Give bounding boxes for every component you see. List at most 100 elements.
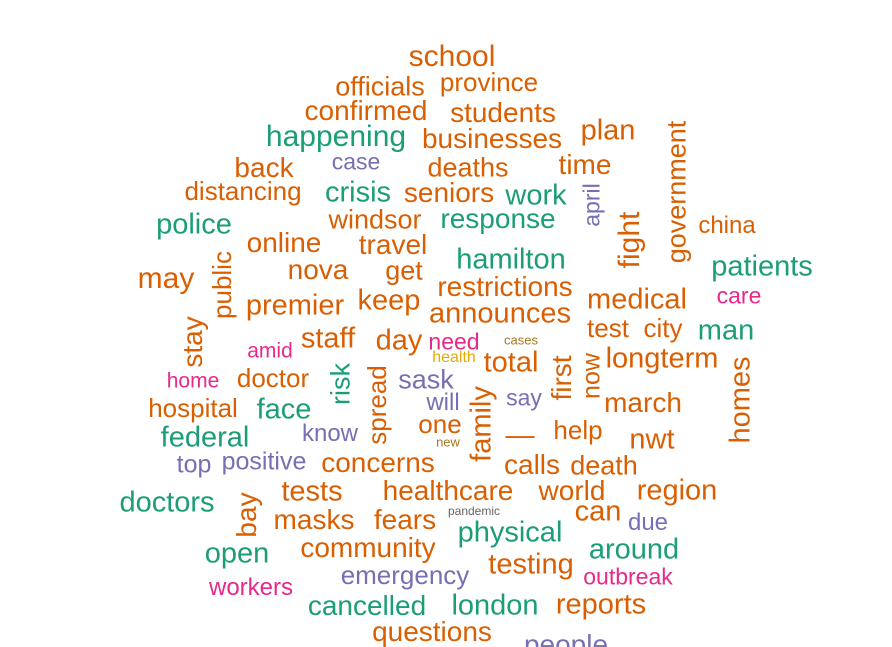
cloud-word: now xyxy=(577,353,606,399)
cloud-word: outbreak xyxy=(583,563,673,590)
cloud-word: say xyxy=(506,384,542,411)
cloud-word: businesses xyxy=(421,123,563,154)
cloud-word: confirmed xyxy=(304,95,428,126)
cloud-word: region xyxy=(636,474,718,507)
cloud-word: concerns xyxy=(321,447,435,478)
cloud-word: masks xyxy=(273,504,355,535)
cloud-word: fight xyxy=(613,211,646,269)
cloud-word: will xyxy=(426,389,460,416)
cloud-word: doctor xyxy=(236,363,310,393)
cloud-word: officials xyxy=(335,71,425,102)
cloud-word: man xyxy=(697,314,755,347)
cloud-word: day xyxy=(375,324,423,357)
cloud-word: london xyxy=(451,589,539,622)
cloud-word: know xyxy=(301,420,359,447)
cloud-word: happening xyxy=(265,120,407,153)
cloud-word: plan xyxy=(580,114,636,147)
cloud-word: bay xyxy=(231,492,262,538)
cloud-word: world xyxy=(538,475,606,506)
cloud-word: restrictions xyxy=(437,271,573,302)
cloud-word: new xyxy=(436,434,460,450)
cloud-word: due xyxy=(627,509,669,536)
cloud-word: response xyxy=(440,203,556,234)
cloud-word: calls xyxy=(503,449,561,480)
cloud-word: federal xyxy=(160,421,250,454)
cloud-word: hospital xyxy=(148,393,238,423)
cloud-word: family xyxy=(465,386,498,462)
cloud-word: travel xyxy=(358,229,428,260)
cloud-word: province xyxy=(439,67,539,97)
cloud-word: cancelled xyxy=(307,590,427,621)
cloud-word: nwt xyxy=(629,423,675,456)
cloud-word: pandemic xyxy=(447,504,501,518)
cloud-word: spread xyxy=(362,365,392,445)
cloud-word: doctors xyxy=(119,486,215,519)
cloud-word: — xyxy=(505,419,535,452)
cloud-word: community xyxy=(300,532,436,563)
cloud-word: city xyxy=(643,313,683,343)
cloud-word: public xyxy=(207,251,237,319)
cloud-word: work xyxy=(505,179,567,212)
cloud-word: medical xyxy=(587,283,687,316)
cloud-word: hamilton xyxy=(456,243,566,276)
cloud-word: amid xyxy=(247,339,293,363)
cloud-word: first xyxy=(546,355,577,401)
cloud-word: need xyxy=(428,328,480,355)
cloud-word: nova xyxy=(287,254,349,285)
cloud-word: death xyxy=(570,450,638,481)
cloud-word: test xyxy=(587,313,629,343)
cloud-word: get xyxy=(385,255,423,286)
cloud-word: march xyxy=(604,387,682,418)
cloud-word: staff xyxy=(300,322,356,355)
cloud-word: reports xyxy=(555,588,647,621)
cloud-word: positive xyxy=(221,447,307,476)
cloud-word: testing xyxy=(488,548,574,581)
cloud-word: patients xyxy=(711,250,813,283)
cloud-word: deaths xyxy=(427,152,509,183)
cloud-word: police xyxy=(156,208,232,241)
cloud-word: total xyxy=(483,346,539,379)
cloud-word: fears xyxy=(373,504,437,535)
cloud-word: students xyxy=(450,97,556,128)
cloud-word: school xyxy=(408,40,496,73)
cloud-word: physical xyxy=(457,516,563,549)
cloud-word: emergency xyxy=(340,560,470,590)
cloud-word: risk xyxy=(325,363,356,405)
cloud-word: longterm xyxy=(605,342,719,375)
cloud-word: seniors xyxy=(403,177,495,208)
cloud-word: face xyxy=(256,393,312,426)
cloud-word: china xyxy=(698,212,756,239)
cloud-word: government xyxy=(661,120,692,264)
cloud-word: home xyxy=(166,369,220,393)
cloud-word: can xyxy=(574,495,622,528)
cloud-word: tests xyxy=(281,475,343,508)
cloud-word: sask xyxy=(398,364,454,395)
cloud-word: crisis xyxy=(324,176,392,209)
cloud-word: case xyxy=(331,148,381,175)
cloud-word: distancing xyxy=(184,176,302,206)
cloud-word: cases xyxy=(504,332,538,348)
cloud-word: help xyxy=(553,415,603,445)
cloud-word: around xyxy=(588,533,680,566)
cloud-word: health xyxy=(432,349,476,366)
cloud-word: windsor xyxy=(328,204,422,235)
cloud-word: workers xyxy=(208,574,294,601)
cloud-word: premier xyxy=(245,289,345,322)
cloud-word: questions xyxy=(372,616,492,647)
cloud-word: one xyxy=(418,409,462,439)
cloud-word: stay xyxy=(177,316,208,368)
cloud-word: april xyxy=(578,183,605,227)
cloud-word: time xyxy=(558,149,612,180)
cloud-word: top xyxy=(176,450,212,479)
cloud-word: back xyxy=(234,152,294,183)
cloud-word: may xyxy=(137,262,195,295)
cloud-word: care xyxy=(716,282,762,309)
cloud-word: open xyxy=(204,537,270,570)
cloud-word: keep xyxy=(357,284,421,317)
cloud-word: online xyxy=(246,227,322,258)
cloud-word: healthcare xyxy=(382,475,514,506)
cloud-word: announces xyxy=(429,297,571,330)
cloud-word: people xyxy=(523,629,609,647)
cloud-word: homes xyxy=(724,356,757,444)
